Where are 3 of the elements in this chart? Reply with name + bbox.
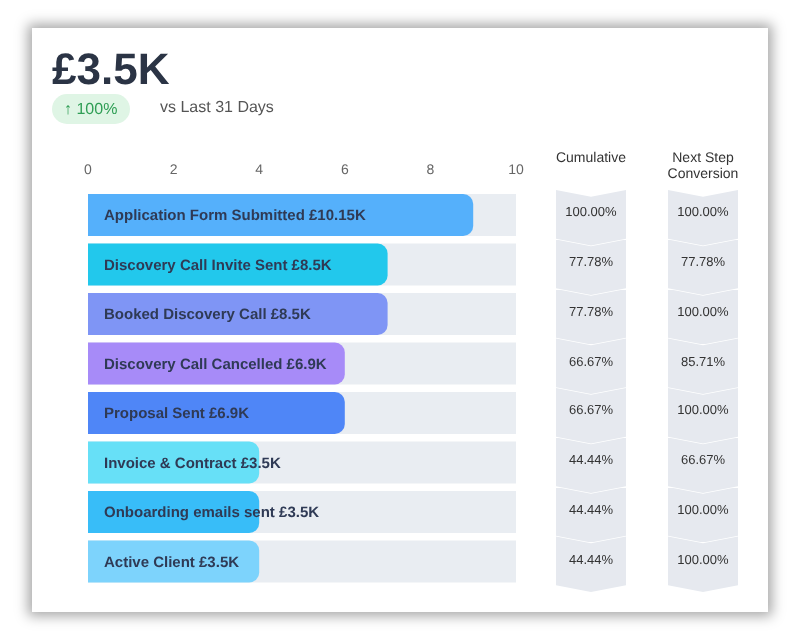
chart-title: £3.5K: [52, 44, 170, 96]
chart-subtitle: ↑ 100%: [52, 94, 130, 124]
text: vs Last 31 Days: [160, 98, 274, 116]
